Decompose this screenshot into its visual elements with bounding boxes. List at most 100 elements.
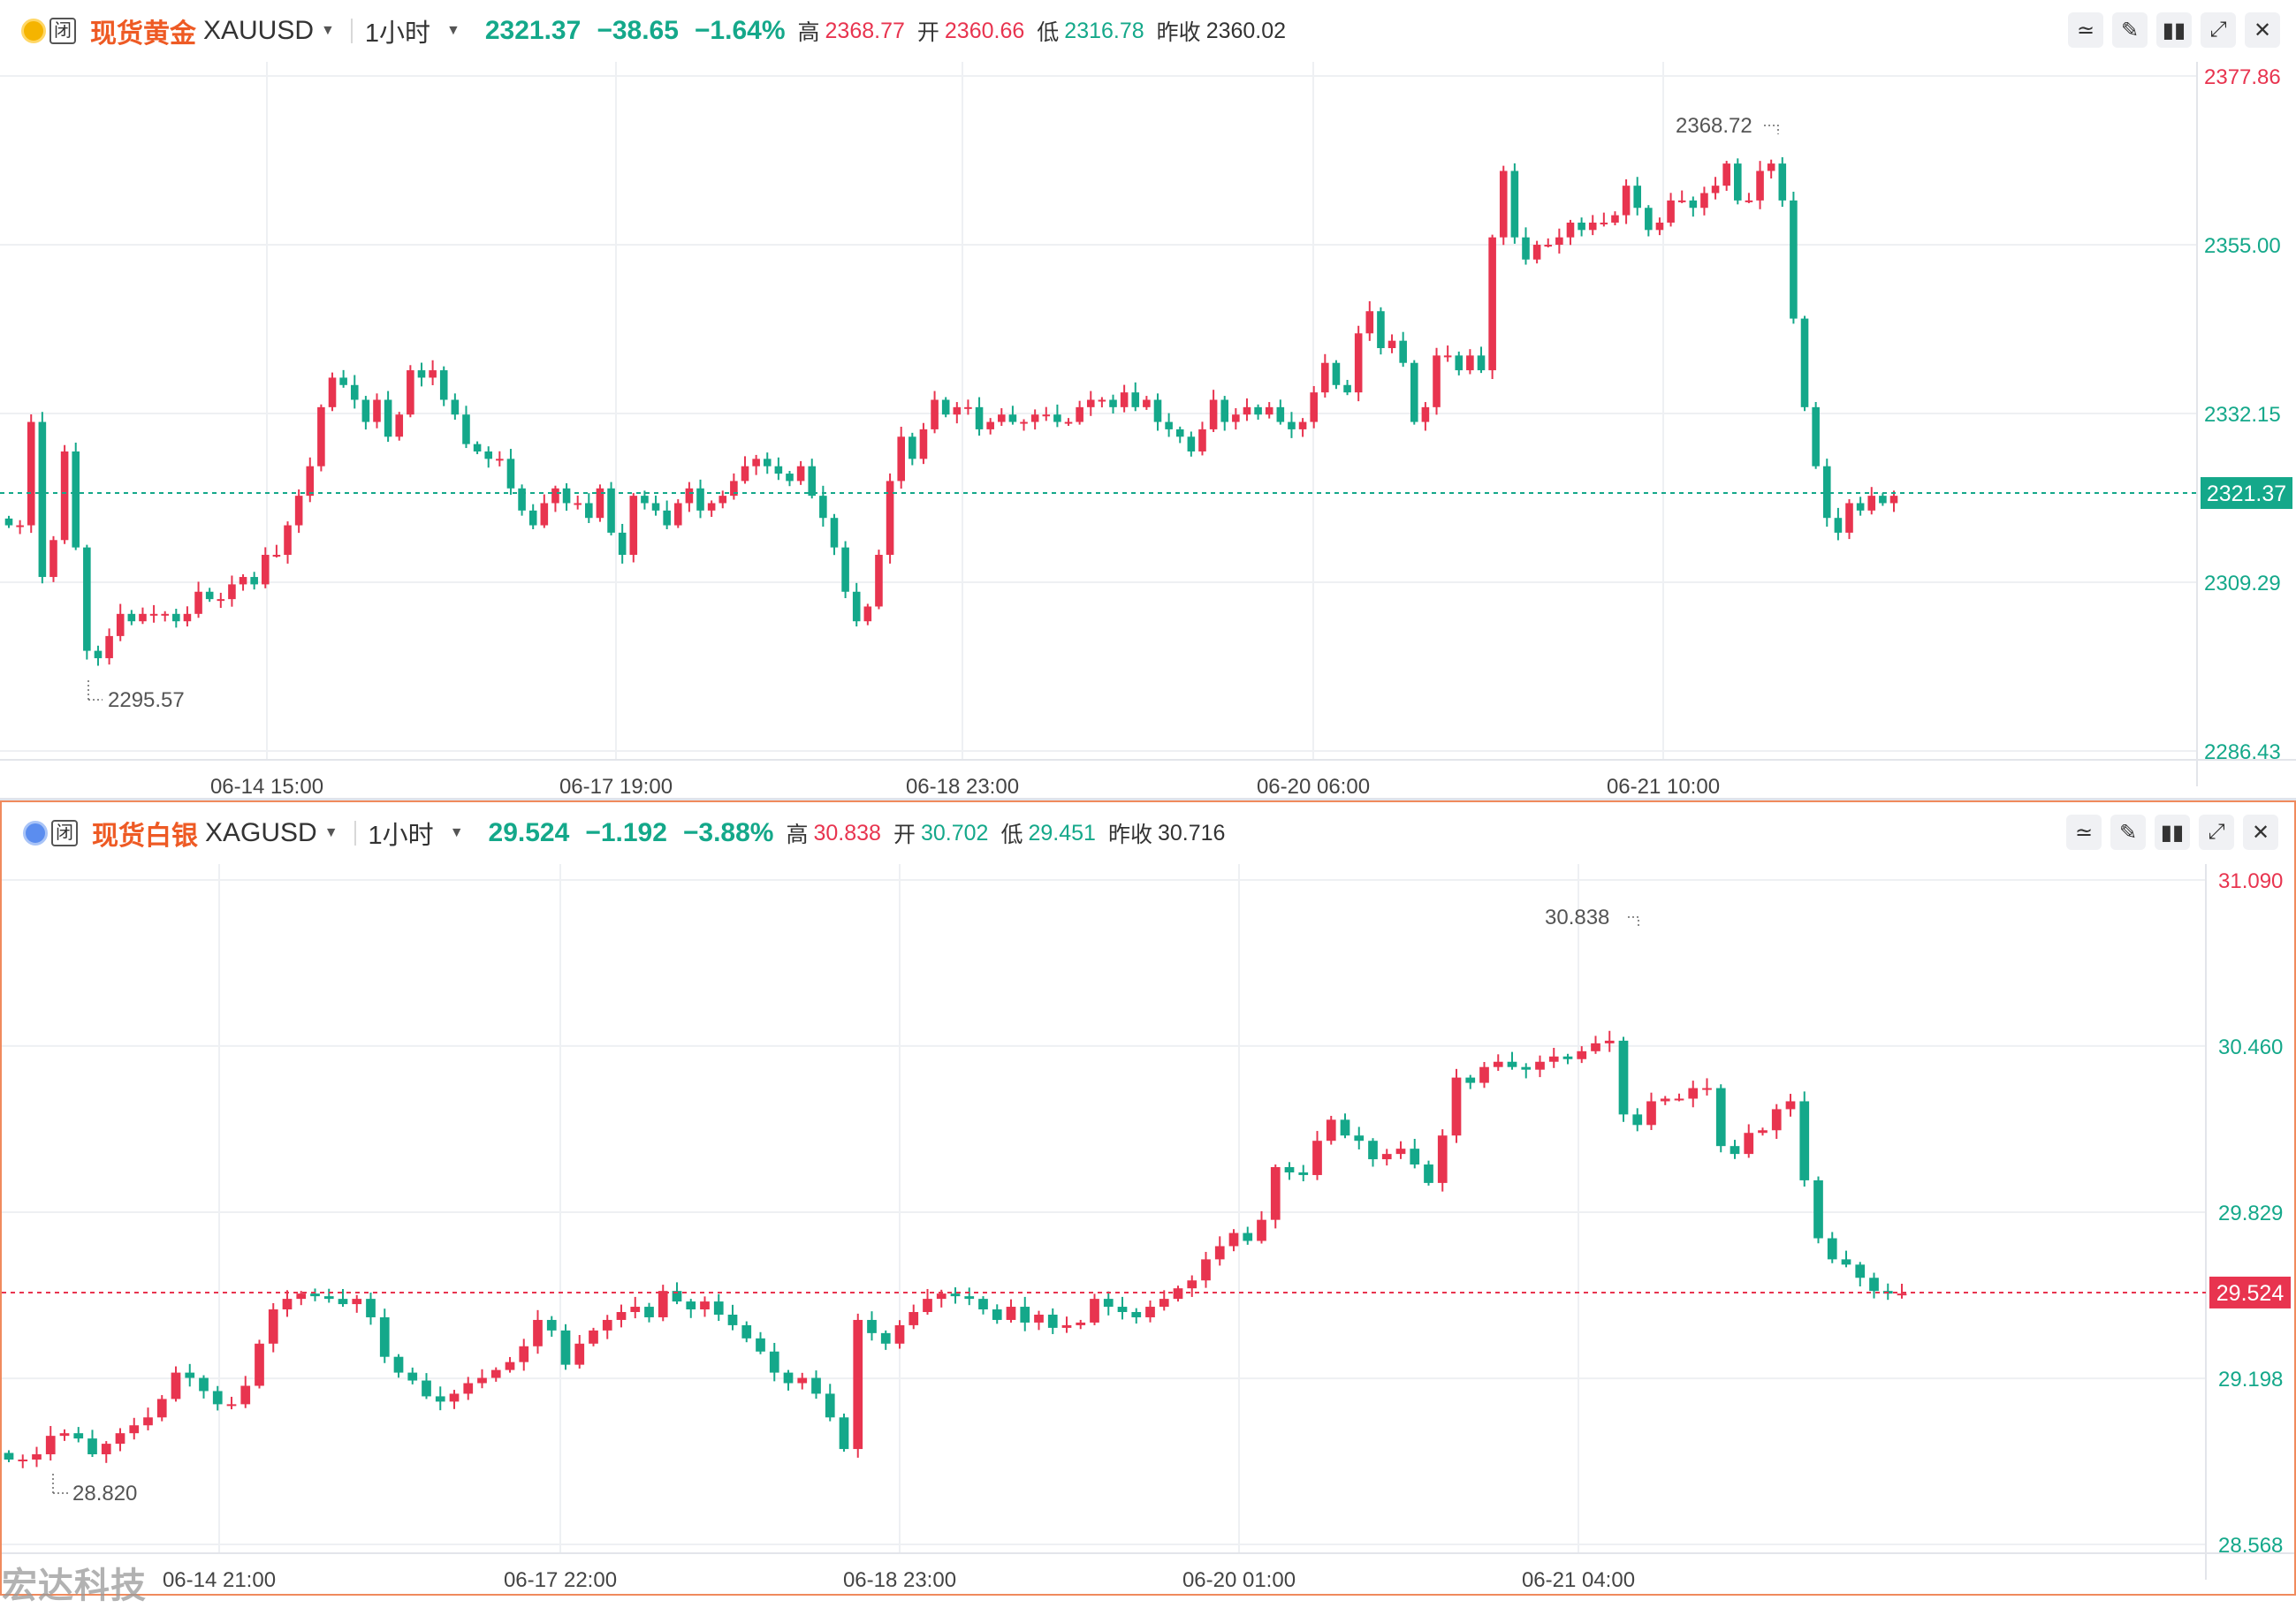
candle-body [496, 459, 504, 461]
candle-body [941, 399, 950, 415]
chevron-down-icon[interactable]: ▼ [323, 825, 338, 840]
candle-body [696, 488, 704, 511]
x-tick-label: 06-14 21:00 [163, 1568, 276, 1592]
y-tick-label: 2355.00 [2204, 234, 2281, 258]
candle-body [707, 503, 716, 511]
candle-body [38, 421, 47, 578]
instrument-name[interactable]: 现货白银 [92, 822, 198, 851]
candle-body [686, 1301, 696, 1310]
candle-body [484, 451, 493, 459]
candle-body [338, 1299, 348, 1305]
close-icon[interactable]: ✕ [2243, 815, 2278, 850]
candle-body [644, 1307, 654, 1317]
candle-body [1117, 1307, 1128, 1313]
candle-body [1198, 429, 1206, 451]
candle-body [1424, 1164, 1433, 1183]
candle-body [1856, 503, 1865, 511]
candle-body [272, 554, 281, 557]
candle-body [4, 518, 13, 526]
candle-body [663, 510, 671, 526]
candle-body [1076, 406, 1083, 422]
min-leader-line [87, 680, 103, 701]
candle-body [1455, 355, 1464, 371]
candle-body [727, 1314, 738, 1325]
candle-body [1228, 1233, 1239, 1247]
candle-body [49, 540, 57, 578]
candle-body [1611, 215, 1619, 223]
candle-body [673, 503, 682, 526]
candle-body [72, 451, 80, 548]
candle-body [449, 1393, 460, 1402]
candle-body [83, 547, 91, 651]
indicator-icon[interactable]: ≃ [2066, 815, 2102, 850]
draw-pencil-icon[interactable]: ✎ [2112, 12, 2148, 48]
candle-body [1677, 200, 1686, 202]
candle-body [161, 613, 169, 616]
candle-body [32, 1454, 42, 1460]
candle-body [839, 1417, 849, 1450]
candle-body [1522, 237, 1530, 260]
chevron-down-icon[interactable]: ▼ [321, 23, 335, 38]
candle-body [1758, 1130, 1768, 1134]
y-tick-label: 2309.29 [2204, 572, 2281, 595]
symbol-code[interactable]: XAGUSD [205, 818, 317, 847]
candle-body [393, 1356, 404, 1373]
candle-body [87, 1438, 97, 1455]
candle-body [1312, 1141, 1322, 1175]
chart-panel-gold[interactable]: 闭 现货黄金 XAUUSD ▼ 1小时 ▼ 2321.37 −38.65 −1.… [0, 0, 2296, 800]
candle-body [1535, 1061, 1545, 1070]
candle-body [310, 1293, 320, 1297]
candle-body [1410, 362, 1418, 422]
high-value: 2368.77 [825, 18, 905, 43]
x-tick-label: 06-21 10:00 [1607, 775, 1720, 797]
candle-body [366, 1299, 376, 1317]
candle-body [1544, 245, 1553, 247]
candle-body [863, 606, 872, 622]
candle-body [226, 1404, 237, 1407]
draw-pencil-icon[interactable]: ✎ [2110, 815, 2146, 850]
chart-panel-silver[interactable]: 闭 现货白银 XAGUSD ▼ 1小时 ▼ 29.524 −1.192 −3.8… [0, 800, 2296, 1596]
instrument-name[interactable]: 现货黄金 [90, 19, 196, 49]
indicator-icon[interactable]: ≃ [2068, 12, 2103, 48]
chevron-down-icon[interactable]: ▼ [446, 23, 460, 38]
candle-body [1332, 362, 1341, 385]
candle-body [429, 370, 437, 378]
candle-body [953, 406, 962, 415]
symbol-code[interactable]: XAUUSD [203, 16, 315, 45]
interval-selector[interactable]: 1小时 [368, 822, 434, 850]
candle-body [505, 1361, 515, 1370]
fullscreen-icon[interactable]: ⤢ [2201, 12, 2236, 48]
candle-body [875, 554, 883, 607]
candle-body [1532, 245, 1541, 260]
divider [350, 19, 353, 43]
candle-body [797, 1377, 808, 1384]
current-price-label: 2321.37 [2207, 482, 2286, 506]
candle-body [596, 488, 604, 519]
candle-body [185, 1372, 195, 1378]
candle-body [261, 554, 270, 585]
prev-close-label: 昨收 [1107, 823, 1152, 847]
candle-body [1588, 222, 1597, 231]
candle-body [1507, 1061, 1517, 1067]
candle-body [796, 466, 805, 482]
candle-type-icon[interactable]: ▮▮ [2156, 12, 2192, 48]
candle-body [1800, 318, 1809, 407]
candle-body [1869, 1278, 1879, 1292]
candle-type-icon[interactable]: ▮▮ [2155, 815, 2190, 850]
interval-selector[interactable]: 1小时 [364, 19, 431, 48]
y-tick-label: 31.090 [2218, 869, 2283, 893]
open-label: 开 [916, 20, 939, 45]
candle-body [101, 1444, 111, 1455]
candlestick-chart-silver[interactable]: 31.090 30.460 29.829 29.524 29.198 28.568 06-1… [2, 864, 2294, 1594]
candle-body [1109, 399, 1117, 407]
close-icon[interactable]: ✕ [2245, 12, 2280, 48]
candle-body [1645, 208, 1653, 231]
candle-body [1354, 333, 1363, 393]
chevron-down-icon[interactable]: ▼ [449, 825, 464, 840]
current-price-label: 29.524 [2216, 1281, 2285, 1306]
candlestick-chart-gold[interactable]: 2377.86 2355.00 2332.15 2321.37 2309.29 2286.… [0, 62, 2296, 797]
x-tick-label: 06-17 22:00 [504, 1568, 617, 1592]
y-tick-label: 2286.43 [2204, 740, 2281, 764]
candle-body [1131, 1312, 1142, 1317]
fullscreen-icon[interactable]: ⤢ [2199, 815, 2234, 850]
